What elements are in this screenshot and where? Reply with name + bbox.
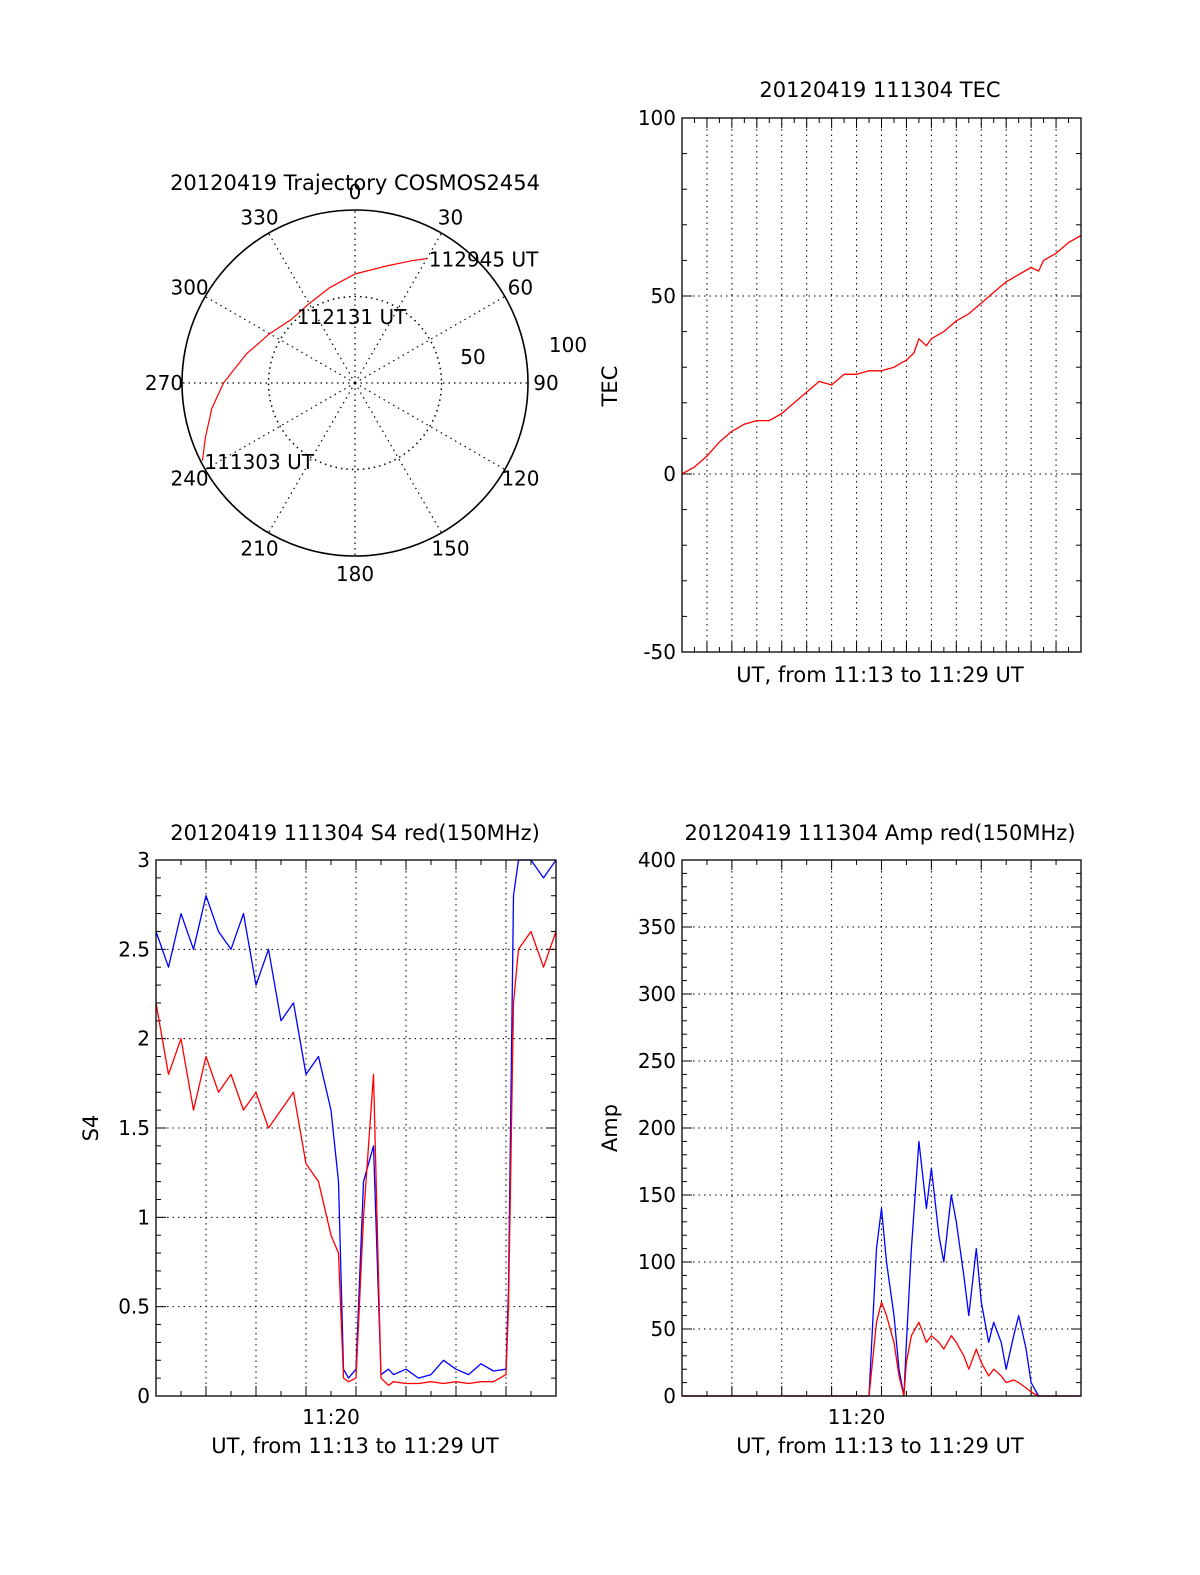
polar-angle-label: 180 <box>336 562 374 586</box>
series-line-blue <box>155 859 557 1379</box>
polar-angle-label: 270 <box>145 371 183 395</box>
y-tick-label: -50 <box>643 640 676 664</box>
s4-chart-title: 20120419 111304 S4 red(150MHz) <box>170 821 540 845</box>
polar-spoke <box>267 382 356 534</box>
polar-radial-label: 100 <box>549 333 587 357</box>
x-tick-label: 11:20 <box>302 1405 360 1429</box>
polar-grid <box>181 209 529 557</box>
polar-angle-label: 240 <box>170 467 208 491</box>
amp-y-axis-label: Amp <box>598 1104 622 1152</box>
polar-spoke <box>354 232 443 384</box>
polar-angle-label: 0 <box>349 180 362 204</box>
plot-frame <box>155 859 557 1397</box>
polar-spoke <box>267 232 356 384</box>
tec-plot-area: -50 0 50 100 <box>638 106 1082 664</box>
y-tick-label: 250 <box>638 1049 676 1073</box>
y-tick-label: 3 <box>137 848 150 872</box>
polar-spoke <box>204 295 356 384</box>
polar-trajectory-line <box>201 258 427 461</box>
y-tick-label: 0.5 <box>118 1295 150 1319</box>
s4-x-axis-label: UT, from 11:13 to 11:29 UT <box>211 1434 499 1458</box>
plot-frame <box>681 859 1082 1397</box>
x-tick-label: 11:20 <box>828 1405 886 1429</box>
series-line-blue <box>682 1140 1081 1397</box>
polar-series <box>201 258 427 461</box>
polar-angle-label: 60 <box>508 276 533 300</box>
polar-angle-label: 210 <box>240 536 278 560</box>
y-tick-label: 100 <box>638 106 676 130</box>
y-tick-label: 300 <box>638 982 676 1006</box>
y-tick-label: 350 <box>638 915 676 939</box>
polar-spoke <box>354 382 443 534</box>
polar-radial-label: 50 <box>460 345 485 369</box>
polar-spoke <box>354 295 506 384</box>
polar-angle-label: 300 <box>170 276 208 300</box>
s4-chart: 20120419 111304 S4 red(150MHz) UT, from … <box>79 821 557 1458</box>
polar-outer-circle <box>181 209 529 557</box>
y-tick-label: 0 <box>663 1384 676 1408</box>
plot-frame <box>681 117 1082 653</box>
y-tick-label: 1.5 <box>118 1116 150 1140</box>
s4-plot-area: 0 0.5 1 1.5 2 2.5 3 11:20 <box>118 848 557 1429</box>
series-line-red <box>681 234 1082 475</box>
polar-chart-title: 20120419 Trajectory COSMOS2454 <box>170 171 540 195</box>
polar-spoke <box>354 382 506 471</box>
y-tick-label: 2.5 <box>118 937 150 961</box>
polar-angle-label: 90 <box>533 371 558 395</box>
y-tick-label: 0 <box>663 462 676 486</box>
polar-trajectory-chart: 20120419 Trajectory COSMOS2454 0 30 60 90 12… <box>145 171 587 586</box>
amp-chart: 20120419 111304 Amp red(150MHz) UT, from… <box>598 821 1082 1458</box>
y-tick-label: 50 <box>651 284 676 308</box>
polar-time-annotation: 111303 UT <box>204 450 314 474</box>
y-tick-label: 150 <box>638 1183 676 1207</box>
amp-chart-title: 20120419 111304 Amp red(150MHz) <box>684 821 1075 845</box>
y-tick-label: 50 <box>651 1317 676 1341</box>
polar-angle-label: 120 <box>501 467 539 491</box>
polar-time-annotation: 112131 UT <box>297 305 407 329</box>
y-tick-label: 200 <box>638 1116 676 1140</box>
s4-y-axis-label: S4 <box>79 1115 103 1142</box>
series-line-red <box>155 930 557 1386</box>
y-tick-label: 100 <box>638 1250 676 1274</box>
tec-y-axis-label: TEC <box>598 366 622 408</box>
polar-spoke <box>204 382 356 471</box>
polar-angle-label: 30 <box>438 206 463 230</box>
tec-x-axis-label: UT, from 11:13 to 11:29 UT <box>736 663 1024 687</box>
y-tick-label: 1 <box>137 1205 150 1229</box>
y-tick-label: 400 <box>638 848 676 872</box>
series-line-red <box>682 1301 1081 1397</box>
polar-angle-label: 330 <box>240 206 278 230</box>
amp-plot-area: 0 50 100 150 200 250 300 350 400 11:20 <box>638 848 1082 1429</box>
polar-time-annotation: 112945 UT <box>429 248 539 272</box>
tec-chart: 20120419 111304 TEC UT, from 11:13 to 11… <box>598 78 1082 687</box>
polar-ring <box>267 295 443 471</box>
polar-angle-label: 150 <box>431 536 469 560</box>
y-tick-label: 0 <box>137 1384 150 1408</box>
polar-labels: 0 30 60 90 120 150 180 210 240 270 300 330 50 100 1113… <box>145 180 587 586</box>
tec-chart-title: 20120419 111304 TEC <box>759 78 1000 102</box>
amp-x-axis-label: UT, from 11:13 to 11:29 UT <box>736 1434 1024 1458</box>
y-tick-label: 2 <box>137 1027 150 1051</box>
